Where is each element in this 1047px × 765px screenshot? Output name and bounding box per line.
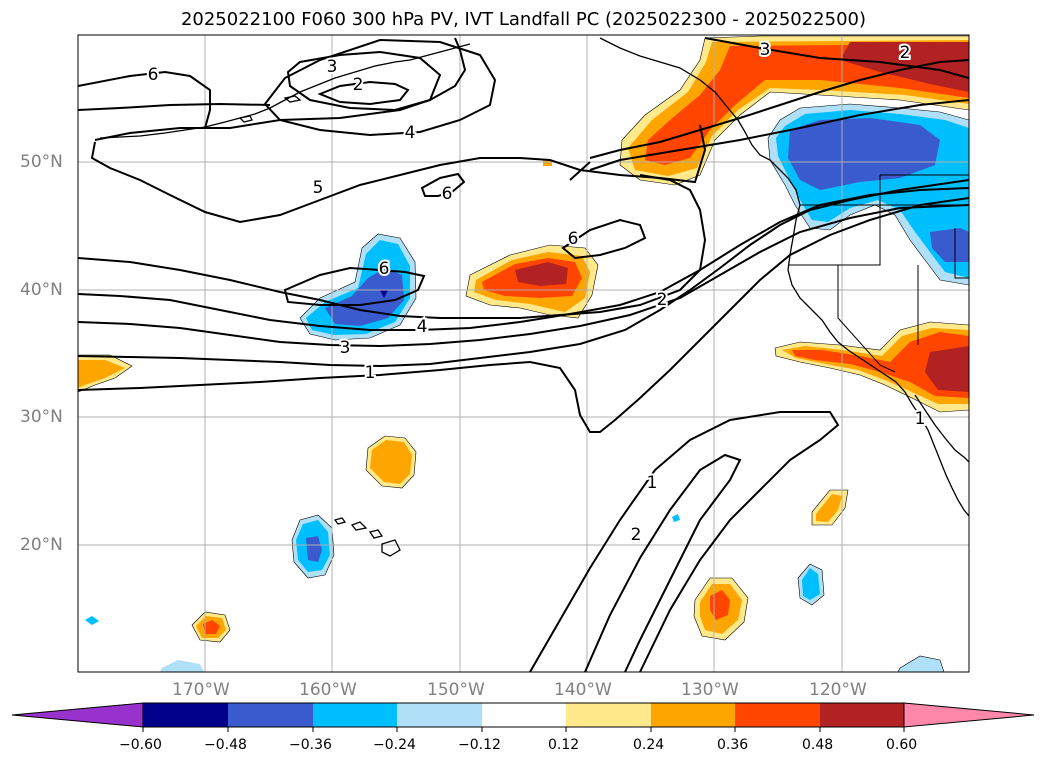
lat-label-20n: 20°N — [20, 535, 63, 555]
colorbar-segment — [143, 703, 228, 727]
contour-label: 1 — [647, 473, 658, 493]
colorbar-segment — [566, 703, 651, 727]
colorbar-tick-label: 0.24 — [633, 737, 665, 753]
contour-label: 1 — [365, 363, 376, 383]
colorbar-segment — [735, 703, 820, 727]
colorbar-tick-label: −0.12 — [458, 737, 501, 753]
colorbar-segment — [313, 703, 397, 727]
colorbar-segment — [651, 703, 735, 727]
colorbar-tick-label: 0.48 — [802, 737, 834, 753]
colorbar — [11, 702, 1035, 732]
contour-label: 1 — [915, 409, 926, 429]
lat-label-30n: 30°N — [20, 407, 63, 427]
contour-label: 4 — [405, 123, 416, 143]
map-title: 2025022100 F060 300 hPa PV, IVT Landfall… — [180, 9, 867, 30]
contour-label: 3 — [340, 338, 351, 358]
colorbar-segment — [820, 703, 904, 727]
colorbar-low-extension — [11, 702, 144, 728]
contour-label: 5 — [313, 178, 324, 198]
contour-label: 6 — [379, 259, 390, 279]
colorbar-high-extension — [903, 702, 1035, 728]
colorbar-segment — [397, 703, 482, 727]
lat-label-40n: 40°N — [20, 280, 63, 300]
colorbar-tick-label: −0.36 — [289, 737, 332, 753]
contour-label: 3 — [327, 57, 338, 77]
contour-label: 6 — [442, 184, 453, 204]
contour-lines — [78, 37, 969, 672]
map-panel: 6 3 2 4 5 6 6 6 4 3 1 2 3 2 1 2 1 — [78, 35, 969, 672]
lat-label-50n: 50°N — [20, 152, 63, 172]
lon-label-150w: 150°W — [427, 680, 485, 700]
map-frame — [77, 34, 970, 673]
colorbar-tick-label: −0.48 — [204, 737, 247, 753]
contour-label: 2 — [900, 43, 911, 63]
colorbar-tick-label: −0.60 — [119, 737, 162, 753]
lon-label-130w: 130°W — [681, 680, 739, 700]
gridlines — [78, 35, 969, 672]
colorbar-tick-label: 0.60 — [886, 737, 918, 753]
contour-labels: 6 3 2 4 5 6 6 6 4 3 1 2 3 2 1 2 1 — [146, 38, 928, 547]
contour-label: 2 — [631, 525, 642, 545]
contour-label: 6 — [148, 65, 159, 85]
lon-label-170w: 170°W — [172, 680, 230, 700]
colorbar-tick-label: −0.24 — [373, 737, 416, 753]
lon-label-160w: 160°W — [299, 680, 357, 700]
contour-label: 4 — [417, 317, 428, 337]
contour-label: 3 — [760, 40, 771, 60]
contour-label: 6 — [568, 229, 579, 249]
lon-label-120w: 120°W — [809, 680, 867, 700]
colorbar-tick-label: 0.36 — [717, 737, 749, 753]
contour-label: 2 — [353, 75, 364, 95]
colorbar-tick-label: 0.12 — [548, 737, 580, 753]
contour-label: 2 — [657, 290, 668, 310]
colorbar-segment — [228, 703, 313, 727]
colorbar-segment — [482, 703, 566, 727]
lon-label-140w: 140°W — [554, 680, 612, 700]
